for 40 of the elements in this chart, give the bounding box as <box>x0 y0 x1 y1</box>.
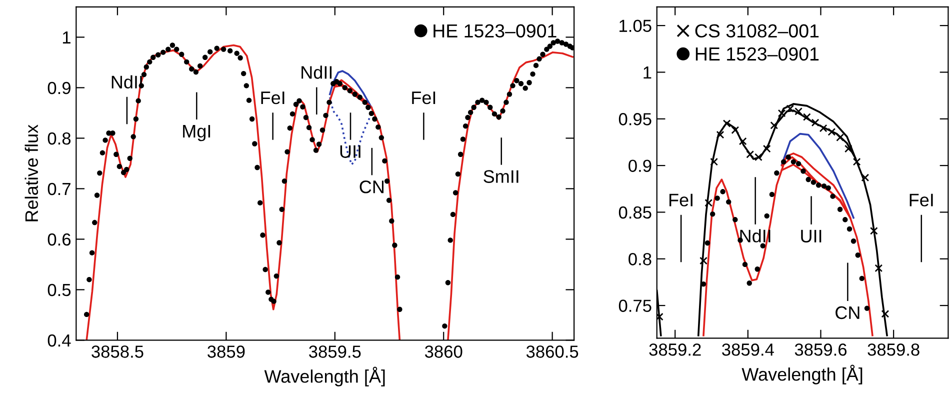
y-tick-label: 0.5 <box>48 284 71 296</box>
x-axis-title: Wavelength [Å] <box>264 366 385 386</box>
x-tick-label: 3859.2 <box>649 343 701 356</box>
annotation: FeI <box>670 194 692 206</box>
annotation: FeI <box>910 194 933 206</box>
legend-label: CS 31082–001 <box>695 24 819 38</box>
annotation: CN <box>836 306 860 320</box>
x-tick-label: 3859.4 <box>722 343 774 356</box>
annotation: FeI <box>412 92 436 104</box>
x-tick-label: 3859 <box>208 346 245 358</box>
y-tick-label: 0.95 <box>618 113 652 126</box>
y-tick-label: 0.7 <box>48 182 70 196</box>
annotation: SmII <box>484 170 518 183</box>
y-tick-label: 0.4 <box>48 334 71 347</box>
y-axis-title: Relative flux <box>24 124 38 222</box>
y-tick-label: 0.6 <box>48 233 71 246</box>
annotation: NdII <box>302 66 332 79</box>
y-tick-label: 0.85 <box>618 206 652 219</box>
y-tick-label: 0.9 <box>48 82 70 94</box>
y-tick-label: 0.8 <box>48 132 71 145</box>
legend-label: HE 1523–0901 <box>434 24 556 38</box>
x-axis-title: Wavelength [Å] <box>742 364 862 384</box>
annotation: CN <box>360 180 384 194</box>
x-tick-label: 3859.6 <box>794 343 847 356</box>
y-tick-label: 1.05 <box>620 20 652 32</box>
x-tick-label: 3858.5 <box>92 346 144 358</box>
y-tick-label: 0.75 <box>618 300 652 312</box>
annotation: MgI <box>183 125 210 142</box>
x-tick-label: 3860.5 <box>526 346 578 358</box>
x-tick-label: 3860 <box>424 346 462 358</box>
y-tick-label: 0.8 <box>628 253 652 266</box>
legend-label: HE 1523–0901 <box>696 47 819 61</box>
x-tick-label: 3859.8 <box>868 343 920 356</box>
y-tick-label: 0.9 <box>628 160 652 172</box>
x-tick-label: 3859.5 <box>309 346 361 358</box>
y-tick-label: 1 <box>62 32 70 44</box>
annotation: FeI <box>261 92 284 104</box>
annotation: UII <box>801 230 822 243</box>
annotation: UII <box>340 145 360 158</box>
y-tick-label: 1 <box>644 66 652 78</box>
